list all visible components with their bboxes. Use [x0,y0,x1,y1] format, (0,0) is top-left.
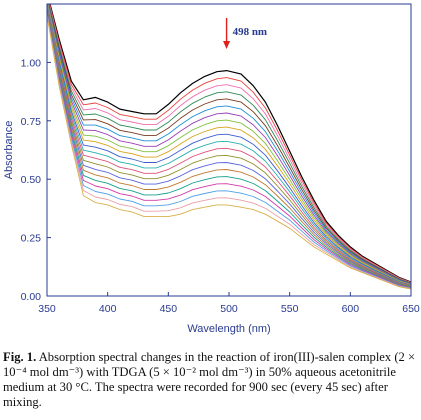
x-tick-label: 650 [402,303,420,315]
spectrum-series-8 [47,4,411,286]
spectrum-series-19 [47,14,411,290]
spectrum-series-1 [49,4,411,283]
spectrum-series-12 [47,5,411,287]
spectrum-series-4 [48,4,411,284]
x-tick-label: 600 [342,303,360,315]
spectrum-series-7 [47,4,411,285]
spectrum-series-6 [47,4,411,285]
axis-ticks-group: 350 400 450 500 550 600 650 0.00 0.25 0.50 0.75 1.0… [21,57,420,315]
y-tick-label: 0.75 [21,116,42,128]
spectrum-series-17 [47,11,411,289]
spectrum-series-5 [48,4,411,284]
figure-caption: Fig. 1. Absorption spectral changes in t… [3,350,417,410]
spectra-series-group [47,4,411,290]
y-tick-label: 1.00 [21,57,42,69]
spectrum-series-13 [47,7,411,287]
peak-arrow-head-icon [223,41,231,49]
spectrum-series-18 [47,13,411,289]
y-tick-label: 0.50 [21,174,42,186]
spectrum-series-15 [47,9,411,288]
x-tick-label: 500 [220,303,238,315]
x-tick-label: 350 [38,303,56,315]
x-axis-title: Wavelength (nm) [187,323,270,335]
spectrum-series-11 [47,4,411,287]
peak-wavelength-label: 498 nm [233,26,268,38]
spectrum-series-9 [47,4,411,286]
y-tick-label: 0.25 [21,233,42,245]
absorbance-chart: 350 400 450 500 550 600 650 0.00 0.25 0.50 0.75 1.0… [3,3,420,335]
spectrum-series-20 [47,15,411,290]
x-tick-label: 450 [160,303,178,315]
figure-caption-text: Absorption spectral changes in the react… [3,350,416,409]
spectrum-series-14 [47,8,411,288]
y-axis-title: Absorbance [3,121,15,180]
spectrum-series-16 [47,10,411,288]
x-tick-label: 550 [281,303,299,315]
x-tick-label: 400 [99,303,117,315]
y-tick-label: 0.00 [21,291,42,303]
spectrum-series-10 [47,4,411,286]
figure-label: Fig. 1. [3,350,37,364]
spectrum-series-3 [48,4,411,284]
spectrum-series-2 [49,4,411,283]
peak-annotation: 498 nm [223,18,267,49]
